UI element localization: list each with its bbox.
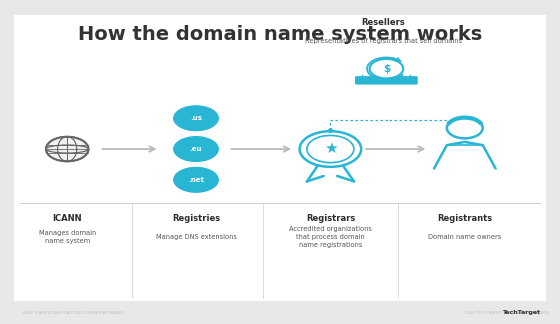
Text: .us: .us — [190, 115, 202, 121]
Text: $: $ — [383, 64, 390, 74]
Text: Manages domain
name system: Manages domain name system — [39, 229, 96, 244]
Text: TechTarget: TechTarget — [502, 310, 540, 316]
Text: How the domain name system works: How the domain name system works — [78, 25, 482, 43]
Circle shape — [46, 137, 88, 161]
Polygon shape — [434, 142, 496, 168]
Text: Accredited organizations
that process domain
name registrations: Accredited organizations that process do… — [289, 226, 372, 248]
Circle shape — [447, 118, 483, 138]
Text: ★: ★ — [324, 141, 337, 156]
Text: Representatives of registrars that sell domains: Representatives of registrars that sell … — [305, 38, 462, 43]
Text: 2022 TECHTARGET. ALL RIGHTS RESERVED.: 2022 TECHTARGET. ALL RIGHTS RESERVED. — [465, 311, 550, 315]
FancyBboxPatch shape — [355, 76, 418, 85]
Circle shape — [172, 105, 220, 132]
Text: .net: .net — [188, 177, 204, 183]
Circle shape — [307, 135, 354, 163]
Text: Manage DNS extensions: Manage DNS extensions — [156, 234, 236, 239]
Circle shape — [172, 166, 220, 193]
Text: LOGO ICANN ICONS FLATICON LICENSED BY IMAGES: LOGO ICANN ICONS FLATICON LICENSED BY IM… — [22, 311, 124, 315]
Text: Resellers: Resellers — [362, 18, 405, 27]
Circle shape — [300, 131, 361, 167]
Circle shape — [172, 135, 220, 163]
Text: Domain name owners: Domain name owners — [428, 234, 501, 239]
Text: Registrars: Registrars — [306, 214, 355, 223]
Text: Registries: Registries — [172, 214, 220, 223]
Circle shape — [370, 59, 403, 78]
Text: .eu: .eu — [190, 146, 202, 152]
Text: Registrants: Registrants — [437, 214, 492, 223]
Text: ICANN: ICANN — [53, 214, 82, 223]
